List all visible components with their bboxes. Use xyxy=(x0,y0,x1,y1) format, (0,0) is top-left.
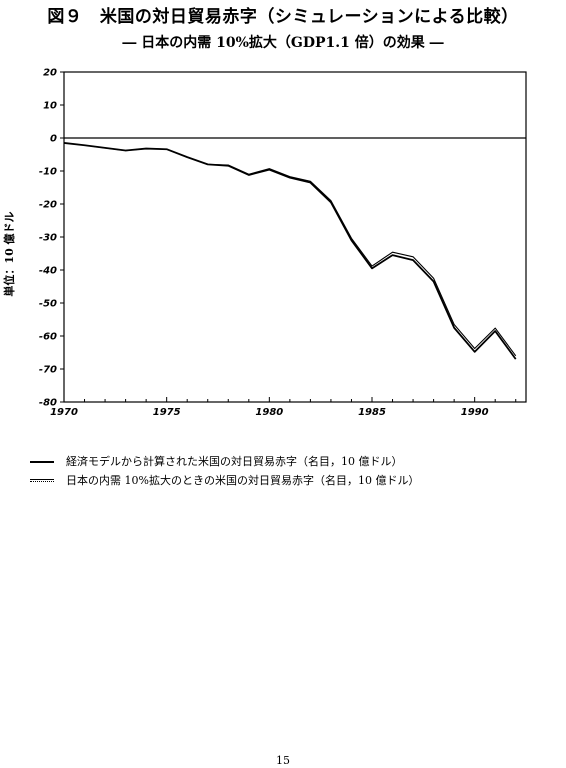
y-tick-label: -60 xyxy=(39,332,57,343)
y-tick-label: -20 xyxy=(39,200,57,211)
y-tick-label: -10 xyxy=(39,167,57,178)
x-tick-label: 1970 xyxy=(50,407,78,418)
x-tick-label: 1990 xyxy=(461,407,489,418)
chart-title: 図９ 米国の対日貿易赤字（シミュレーションによる比較） xyxy=(47,7,519,27)
plot-frame xyxy=(63,71,527,403)
y-tick-label: -40 xyxy=(39,266,57,277)
legend-label-model: 経済モデルから計算された米国の対日貿易赤字（名目，10 億ドル） xyxy=(66,455,403,468)
y-tick-label: 10 xyxy=(43,101,57,112)
chart-subtitle: ― 日本の内需 10%拡大（GDP1.1 倍）の効果 ― xyxy=(122,35,444,51)
y-tick-label: -80 xyxy=(39,398,57,409)
series-line-model xyxy=(63,142,517,360)
series-line-domestic-demand xyxy=(63,142,517,357)
y-tick-label: 20 xyxy=(43,68,57,79)
x-tick-label: 1975 xyxy=(153,407,181,418)
legend-swatch-solid xyxy=(30,461,54,463)
y-tick-label: -70 xyxy=(39,365,57,376)
y-tick-label: -50 xyxy=(39,299,57,310)
y-tick-label: 0 xyxy=(50,134,57,145)
page-number: 15 xyxy=(276,754,290,767)
legend-swatch-double xyxy=(30,479,54,482)
legend-label-domestic-demand: 日本の内需 10%拡大のときの米国の対日貿易赤字（名目，10 億ドル） xyxy=(66,474,420,487)
x-tick-label: 1985 xyxy=(358,407,386,418)
x-tick-label: 1980 xyxy=(255,407,283,418)
y-tick-label: -30 xyxy=(39,233,57,244)
